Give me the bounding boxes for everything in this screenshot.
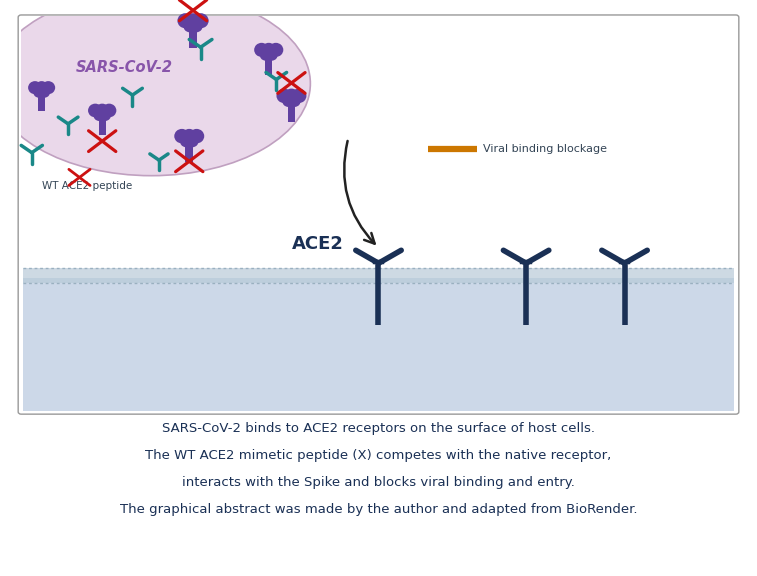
- Ellipse shape: [185, 13, 201, 28]
- Text: SARS-CoV-2: SARS-CoV-2: [76, 60, 173, 75]
- Ellipse shape: [177, 13, 193, 28]
- Text: Viral binding blockage: Viral binding blockage: [483, 143, 607, 154]
- Ellipse shape: [184, 23, 202, 33]
- Ellipse shape: [34, 90, 49, 98]
- Ellipse shape: [102, 104, 117, 118]
- Ellipse shape: [42, 81, 55, 94]
- Bar: [189, 26, 197, 48]
- Text: The WT ACE2 mimetic peptide (X) competes with the native receptor,: The WT ACE2 mimetic peptide (X) competes…: [145, 449, 612, 462]
- Ellipse shape: [95, 104, 110, 118]
- Ellipse shape: [88, 104, 102, 118]
- Ellipse shape: [282, 98, 301, 108]
- Ellipse shape: [269, 43, 283, 57]
- Ellipse shape: [193, 13, 209, 28]
- Ellipse shape: [182, 129, 197, 143]
- Ellipse shape: [0, 0, 310, 176]
- Ellipse shape: [284, 89, 299, 103]
- Text: WT ACE2 peptide: WT ACE2 peptide: [42, 181, 132, 191]
- Ellipse shape: [276, 89, 291, 103]
- Bar: [265, 55, 273, 75]
- Ellipse shape: [189, 129, 204, 143]
- Bar: [288, 101, 295, 122]
- Bar: [185, 141, 193, 162]
- Text: ACE2: ACE2: [291, 235, 344, 253]
- Ellipse shape: [261, 43, 276, 57]
- Bar: [38, 92, 45, 111]
- Ellipse shape: [180, 139, 198, 148]
- Ellipse shape: [174, 129, 189, 143]
- Bar: [23, 268, 734, 283]
- Ellipse shape: [35, 81, 48, 94]
- Text: interacts with the Spike and blocks viral binding and entry.: interacts with the Spike and blocks vira…: [182, 476, 575, 489]
- Text: SARS-CoV-2 binds to ACE2 receptors on the surface of host cells.: SARS-CoV-2 binds to ACE2 receptors on th…: [162, 422, 595, 435]
- Ellipse shape: [260, 52, 277, 61]
- FancyBboxPatch shape: [18, 15, 739, 414]
- Ellipse shape: [254, 43, 269, 57]
- Ellipse shape: [291, 89, 307, 103]
- Bar: [23, 278, 734, 411]
- Text: The graphical abstract was made by the author and adapted from BioRender.: The graphical abstract was made by the a…: [120, 503, 637, 516]
- Bar: [98, 115, 106, 135]
- Ellipse shape: [94, 113, 111, 122]
- Ellipse shape: [28, 81, 42, 94]
